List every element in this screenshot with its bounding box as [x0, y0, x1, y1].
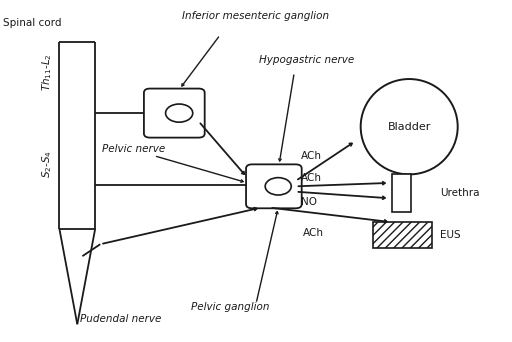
Text: $Th_{11}$-$L_2$: $Th_{11}$-$L_2$	[40, 53, 54, 91]
Text: ACh: ACh	[301, 150, 322, 160]
Text: $S_2$-$S_4$: $S_2$-$S_4$	[40, 150, 54, 178]
Text: ACh: ACh	[301, 173, 322, 183]
Text: Pelvic nerve: Pelvic nerve	[102, 144, 165, 154]
Text: ACh: ACh	[303, 228, 324, 238]
Bar	[392, 174, 411, 212]
Text: Hypogastric nerve: Hypogastric nerve	[260, 55, 355, 65]
Circle shape	[265, 177, 291, 195]
Text: Pudendal nerve: Pudendal nerve	[80, 314, 161, 324]
FancyBboxPatch shape	[144, 89, 205, 137]
Text: Pelvic ganglion: Pelvic ganglion	[191, 302, 270, 312]
Text: Bladder: Bladder	[388, 122, 431, 132]
Circle shape	[165, 104, 193, 122]
Text: NO: NO	[301, 197, 317, 207]
Text: Inferior mesenteric ganglion: Inferior mesenteric ganglion	[182, 11, 330, 21]
Text: Spinal cord: Spinal cord	[3, 18, 62, 28]
Text: EUS: EUS	[440, 230, 460, 240]
Ellipse shape	[360, 79, 458, 174]
Bar	[373, 222, 432, 248]
Text: Urethra: Urethra	[440, 188, 479, 198]
FancyBboxPatch shape	[246, 165, 302, 208]
